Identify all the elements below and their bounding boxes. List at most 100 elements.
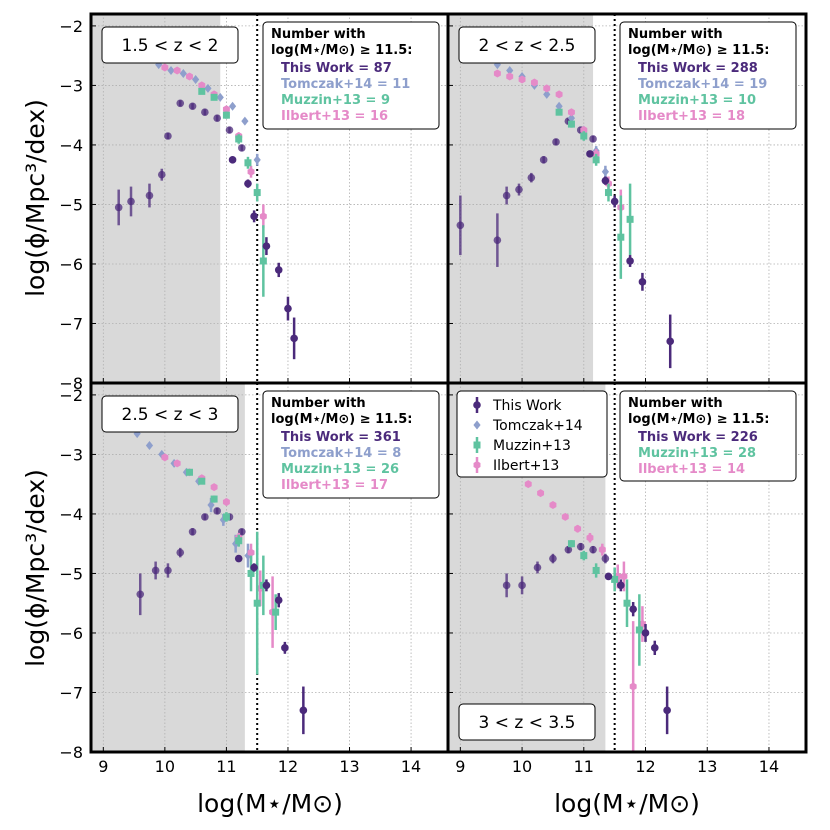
this-work-point [250, 563, 258, 572]
this-work-point-below-threshold [601, 554, 610, 563]
redshift-label-box: 2 < z < 2.5 [458, 26, 596, 64]
y-tick-label: −3 [59, 76, 83, 95]
ilbert-point [598, 545, 606, 554]
tomczak-point [145, 440, 154, 450]
x-axis-label-left: log(M⋆/M⊙) [197, 789, 343, 818]
muzzin-point [235, 135, 243, 143]
ilbert-point [161, 453, 169, 462]
muzzin-point [210, 495, 218, 503]
y-axis-ticks: −2 −3 −4 −5 −6 −7 −8 [59, 386, 83, 762]
x-tick-label: 9 [98, 757, 108, 776]
ilbert-point [247, 548, 255, 557]
y-tick-label: −2 [59, 17, 83, 36]
counts-header-line1: Number with [271, 396, 366, 411]
muzzin-point [567, 540, 575, 548]
this-work-point [641, 629, 650, 637]
this-work-point [262, 581, 271, 590]
y-tick-label: −7 [59, 683, 83, 702]
ilbert-point [493, 69, 501, 78]
this-work-point-below-threshold [176, 99, 185, 108]
this-work-point-below-threshold [176, 548, 185, 557]
muzzin-point [222, 111, 230, 119]
ilbert-point [186, 72, 193, 81]
ilbert-point [638, 620, 646, 629]
muzzin-point [592, 156, 600, 164]
redshift-label-frame [101, 395, 239, 433]
x-tick-label: 11 [216, 757, 236, 776]
this-work-point-below-threshold [213, 507, 221, 515]
count-this-work: This Work = 87 [281, 61, 392, 76]
ilbert-point [574, 524, 582, 533]
this-work-point-below-threshold [164, 132, 172, 140]
this-work-point-below-threshold [589, 135, 597, 143]
count-muzzin: Muzzin+13 = 26 [281, 462, 399, 477]
muzzin-point [623, 599, 631, 607]
counts-header-line2: log(M⋆/M⊙) ≥ 11.5: [628, 43, 769, 58]
this-work-point-below-threshold [136, 590, 145, 599]
this-work-point-below-threshold [456, 221, 465, 230]
counts-frame [262, 390, 440, 499]
this-work-point [281, 644, 289, 652]
muzzin-point [604, 189, 612, 197]
ilbert-point [247, 167, 255, 176]
this-work-point-below-threshold [493, 236, 502, 244]
legend-marker-this_work [473, 401, 481, 409]
ilbert-point [518, 75, 526, 84]
x-tick-label: 14 [759, 757, 779, 776]
tomczak-point [601, 167, 609, 177]
y-tick-label: −5 [59, 195, 83, 214]
y-axis-ticks: −2 −3 −4 −5 −6 −7 −8 [59, 17, 83, 393]
this-work-point [650, 644, 659, 652]
tomczak-point [192, 74, 200, 84]
legend-label-tomczak: Tomczak+14 [492, 418, 583, 434]
this-work-point [610, 197, 619, 206]
y-tick-label: −7 [59, 314, 83, 333]
y-tick-label: −5 [59, 564, 83, 583]
data-series [502, 468, 671, 752]
this-work-point [234, 554, 243, 563]
redshift-label: 2 < z < 2.5 [479, 36, 576, 56]
this-work-point [274, 266, 283, 274]
this-work-point [290, 334, 298, 343]
this-work-point-below-threshold [127, 197, 135, 206]
this-work-point-below-threshold [518, 581, 526, 590]
legend-markers [473, 397, 481, 473]
x-tick-label: 13 [339, 757, 359, 776]
count-ilbert: Ilbert+13 = 16 [281, 109, 388, 124]
this-work-point [244, 179, 252, 188]
this-work-point [626, 257, 634, 265]
muzzin-point [611, 575, 619, 583]
mass-incomplete-region [91, 14, 221, 383]
ilbert-point [506, 72, 514, 81]
x-tick-label: 11 [574, 757, 594, 776]
this-work-point-below-threshold [539, 156, 548, 164]
muzzin-point [555, 108, 563, 116]
this-work-point [284, 304, 292, 313]
counts-box: Number with log(M⋆/M⊙) ≥ 11.5: This Work… [262, 21, 440, 130]
count-this-work: This Work = 288 [638, 61, 758, 76]
redshift-label: 1.5 < z < 2 [122, 36, 219, 56]
ilbert-point [549, 501, 557, 510]
y-tick-label: −8 [59, 743, 83, 762]
y-tick-label: −6 [59, 624, 83, 643]
x-tick-label: 12 [278, 757, 298, 776]
x-axis-ticks: 9 10 11 12 13 14 [455, 757, 779, 776]
muzzin-point [626, 215, 634, 223]
muzzin-point [185, 468, 193, 476]
x-axis-ticks: 9 10 11 12 13 14 [98, 757, 421, 776]
this-work-point-below-threshold [527, 173, 536, 182]
count-this-work: This Work = 361 [281, 430, 401, 445]
this-work-point-below-threshold [157, 170, 166, 179]
x-tick-label: 14 [401, 757, 421, 776]
count-tomczak: Tomczak+14 = 11 [281, 77, 410, 92]
this-work-point-below-threshold [502, 581, 511, 590]
x-tick-label: 13 [697, 757, 717, 776]
tomczak-point [216, 92, 224, 102]
count-muzzin: Muzzin+13 = 10 [638, 93, 756, 108]
this-work-point [299, 706, 308, 715]
count-this-work: This Work = 226 [638, 430, 758, 445]
redshift-label-box: 2.5 < z < 3 [101, 395, 239, 433]
tomczak-point [506, 66, 514, 76]
this-work-point [228, 156, 237, 164]
count-tomczak: Tomczak+14 = 19 [638, 77, 767, 92]
